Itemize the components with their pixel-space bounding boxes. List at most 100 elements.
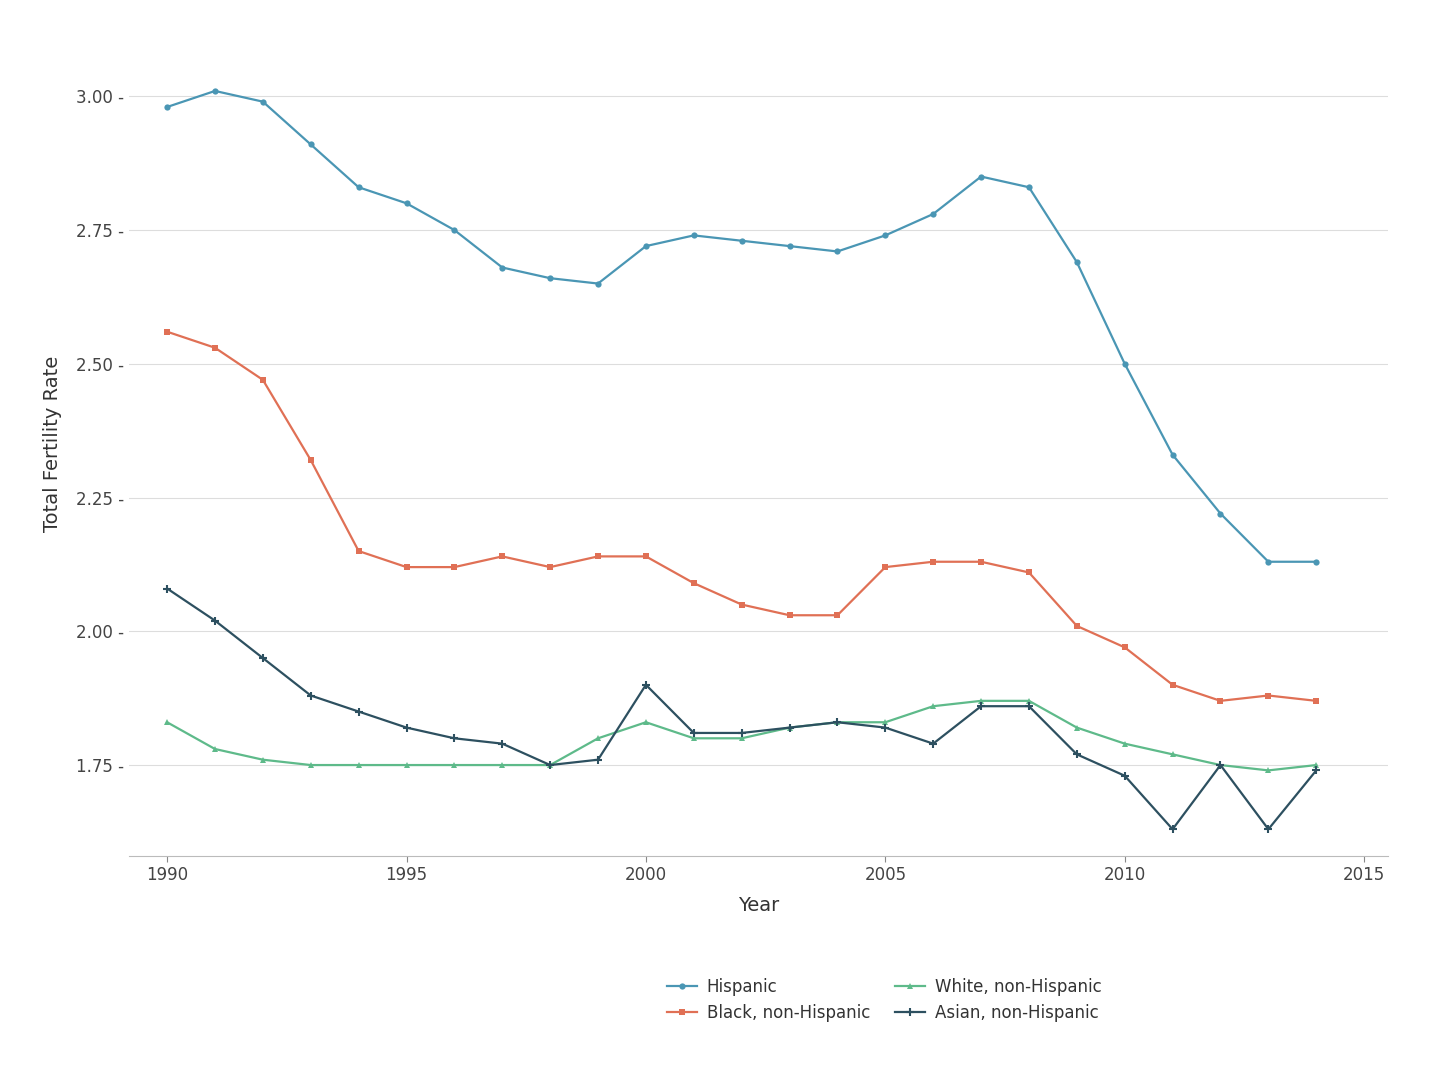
Asian, non-Hispanic: [351, 705, 368, 718]
Asian, non-Hispanic: [1020, 700, 1037, 713]
Hispanic: [541, 272, 558, 285]
Line: Asian, non-Hispanic: Asian, non-Hispanic: [163, 584, 1321, 834]
White, non-Hispanic: [1116, 737, 1133, 750]
White, non-Hispanic: [829, 716, 846, 729]
White, non-Hispanic: [781, 721, 798, 734]
Black, non-Hispanic: [637, 550, 654, 563]
Asian, non-Hispanic: [398, 721, 415, 734]
Black, non-Hispanic: [494, 550, 511, 563]
White, non-Hispanic: [924, 700, 942, 713]
Black, non-Hispanic: [781, 609, 798, 622]
Line: Black, non-Hispanic: Black, non-Hispanic: [165, 328, 1319, 704]
Asian, non-Hispanic: [446, 732, 464, 745]
Asian, non-Hispanic: [733, 727, 750, 739]
White, non-Hispanic: [351, 759, 368, 771]
Black, non-Hispanic: [1116, 641, 1133, 654]
Asian, non-Hispanic: [1116, 769, 1133, 782]
Black, non-Hispanic: [206, 341, 223, 354]
Black, non-Hispanic: [685, 577, 703, 590]
Hispanic: [1163, 448, 1181, 461]
Hispanic: [446, 224, 464, 236]
Hispanic: [637, 240, 654, 253]
White, non-Hispanic: [398, 759, 415, 771]
White, non-Hispanic: [1308, 759, 1325, 771]
Black, non-Hispanic: [924, 555, 942, 568]
Hispanic: [781, 240, 798, 253]
Black, non-Hispanic: [255, 373, 272, 386]
White, non-Hispanic: [494, 759, 511, 771]
White, non-Hispanic: [302, 759, 319, 771]
Hispanic: [494, 261, 511, 274]
Asian, non-Hispanic: [1308, 764, 1325, 777]
Asian, non-Hispanic: [877, 721, 894, 734]
Hispanic: [829, 245, 846, 258]
Hispanic: [159, 101, 176, 113]
White, non-Hispanic: [733, 732, 750, 745]
White, non-Hispanic: [877, 716, 894, 729]
Asian, non-Hispanic: [973, 700, 990, 713]
Black, non-Hispanic: [973, 555, 990, 568]
White, non-Hispanic: [590, 732, 607, 745]
Asian, non-Hispanic: [1212, 759, 1229, 771]
Asian, non-Hispanic: [255, 652, 272, 664]
Hispanic: [1308, 555, 1325, 568]
Hispanic: [877, 229, 894, 242]
White, non-Hispanic: [255, 753, 272, 766]
White, non-Hispanic: [1020, 694, 1037, 707]
Asian, non-Hispanic: [637, 678, 654, 691]
Hispanic: [302, 138, 319, 151]
Hispanic: [398, 197, 415, 210]
White, non-Hispanic: [1163, 748, 1181, 761]
Black, non-Hispanic: [1259, 689, 1276, 702]
White, non-Hispanic: [1259, 764, 1276, 777]
Black, non-Hispanic: [446, 561, 464, 574]
White, non-Hispanic: [446, 759, 464, 771]
White, non-Hispanic: [1212, 759, 1229, 771]
Hispanic: [1020, 181, 1037, 194]
Black, non-Hispanic: [1212, 694, 1229, 707]
Black, non-Hispanic: [590, 550, 607, 563]
Hispanic: [733, 234, 750, 247]
Hispanic: [255, 95, 272, 108]
Hispanic: [685, 229, 703, 242]
Black, non-Hispanic: [733, 598, 750, 611]
Black, non-Hispanic: [398, 561, 415, 574]
White, non-Hispanic: [685, 732, 703, 745]
Legend: Hispanic, Black, non-Hispanic, White, non-Hispanic, Asian, non-Hispanic: Hispanic, Black, non-Hispanic, White, no…: [660, 972, 1109, 1029]
White, non-Hispanic: [541, 759, 558, 771]
Asian, non-Hispanic: [159, 582, 176, 595]
Hispanic: [1212, 507, 1229, 520]
Asian, non-Hispanic: [685, 727, 703, 739]
Line: Hispanic: Hispanic: [165, 88, 1319, 565]
Asian, non-Hispanic: [1163, 823, 1181, 836]
Asian, non-Hispanic: [302, 689, 319, 702]
White, non-Hispanic: [973, 694, 990, 707]
Asian, non-Hispanic: [829, 716, 846, 729]
Hispanic: [1259, 555, 1276, 568]
White, non-Hispanic: [1069, 721, 1086, 734]
Hispanic: [206, 85, 223, 97]
Hispanic: [924, 208, 942, 220]
Asian, non-Hispanic: [590, 753, 607, 766]
Black, non-Hispanic: [1163, 678, 1181, 691]
Black, non-Hispanic: [1069, 620, 1086, 632]
Black, non-Hispanic: [829, 609, 846, 622]
Asian, non-Hispanic: [541, 759, 558, 771]
Line: White, non-Hispanic: White, non-Hispanic: [163, 698, 1319, 774]
Y-axis label: Total Fertility Rate: Total Fertility Rate: [43, 356, 62, 532]
Hispanic: [351, 181, 368, 194]
Black, non-Hispanic: [1020, 566, 1037, 579]
Black, non-Hispanic: [877, 561, 894, 574]
Hispanic: [1116, 357, 1133, 370]
White, non-Hispanic: [637, 716, 654, 729]
Black, non-Hispanic: [351, 545, 368, 557]
White, non-Hispanic: [206, 743, 223, 755]
Asian, non-Hispanic: [781, 721, 798, 734]
Asian, non-Hispanic: [1259, 823, 1276, 836]
Hispanic: [973, 170, 990, 183]
Asian, non-Hispanic: [1069, 748, 1086, 761]
X-axis label: Year: Year: [738, 896, 778, 915]
Black, non-Hispanic: [302, 454, 319, 467]
Asian, non-Hispanic: [494, 737, 511, 750]
Hispanic: [1069, 256, 1086, 269]
